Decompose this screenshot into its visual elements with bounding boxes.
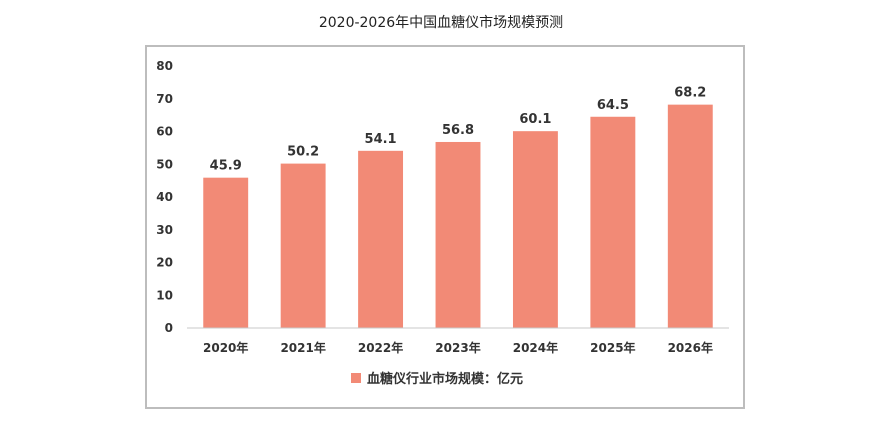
bar-value-label: 68.2 [674, 86, 706, 101]
x-tick-label: 2021年 [280, 340, 325, 355]
bar-value-label: 60.1 [519, 112, 551, 127]
bar-value-label: 54.1 [365, 132, 397, 147]
bar [590, 116, 636, 328]
y-tick-label: 10 [156, 288, 173, 302]
bar [512, 131, 558, 328]
bar [280, 163, 326, 328]
x-tick-label: 2022年 [358, 340, 403, 355]
bars-group [203, 104, 713, 328]
bar-value-label: 64.5 [597, 98, 629, 113]
legend: 血糖仪行业市场规模：亿元 [351, 371, 523, 387]
bar-chart: 0 10 20 30 40 50 60 70 80 45.9 50.2 54.1 56.8 60.1 64… [156, 59, 729, 387]
x-tick-label: 2025年 [590, 340, 635, 355]
y-tick-label: 70 [156, 92, 173, 106]
bar-value-label: 45.9 [210, 159, 242, 174]
legend-swatch [351, 373, 361, 383]
y-axis-ticks: 0 10 20 30 40 50 60 70 80 [156, 59, 173, 335]
y-tick-label: 40 [156, 190, 173, 204]
y-tick-label: 30 [156, 223, 173, 237]
bar [667, 104, 713, 328]
y-tick-label: 80 [156, 59, 173, 73]
x-tick-label: 2026年 [668, 340, 713, 355]
y-tick-label: 50 [156, 157, 173, 171]
y-tick-label: 20 [156, 256, 173, 270]
legend-label: 血糖仪行业市场规模：亿元 [367, 371, 523, 387]
bar [435, 141, 481, 328]
y-tick-label: 60 [156, 125, 173, 139]
bar [203, 177, 249, 328]
bar-value-label: 56.8 [442, 123, 474, 138]
x-tick-label: 2024年 [513, 340, 558, 355]
x-axis-ticks: 2020年 2021年 2022年 2023年 2024年 2025年 2026年 [203, 340, 713, 355]
value-labels-group: 45.9 50.2 54.1 56.8 60.1 64.5 68.2 [210, 86, 707, 174]
page-title: 2020-2026年中国血糖仪市场规模预测 [318, 15, 564, 31]
bar [358, 150, 404, 328]
chart-frame: 0 10 20 30 40 50 60 70 80 45.9 50.2 54.1 56.8 60.1 64… [145, 45, 745, 409]
bar-value-label: 50.2 [287, 145, 319, 160]
y-tick-label: 0 [165, 321, 173, 335]
x-tick-label: 2023年 [435, 340, 480, 355]
x-tick-label: 2020年 [203, 340, 248, 355]
